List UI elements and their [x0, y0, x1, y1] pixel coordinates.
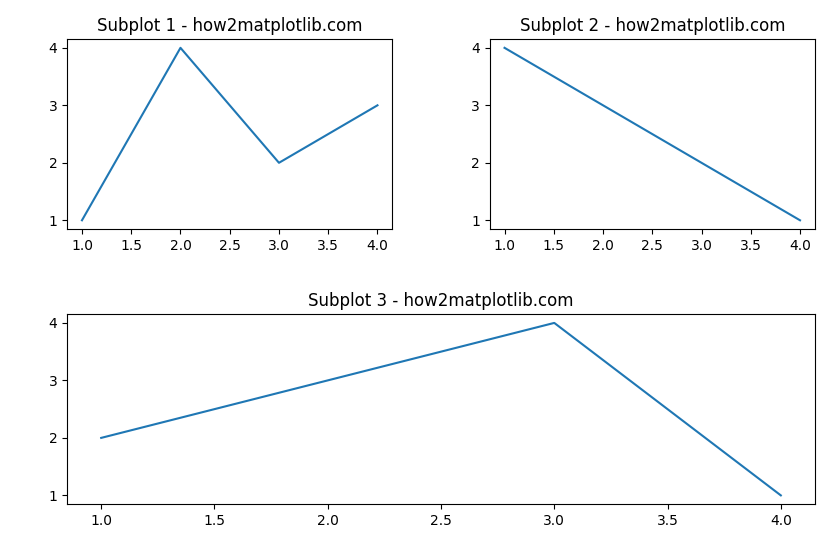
Title: Subplot 3 - how2matplotlib.com: Subplot 3 - how2matplotlib.com [308, 292, 574, 310]
Title: Subplot 1 - how2matplotlib.com: Subplot 1 - how2matplotlib.com [97, 17, 363, 35]
Title: Subplot 2 - how2matplotlib.com: Subplot 2 - how2matplotlib.com [519, 17, 785, 35]
